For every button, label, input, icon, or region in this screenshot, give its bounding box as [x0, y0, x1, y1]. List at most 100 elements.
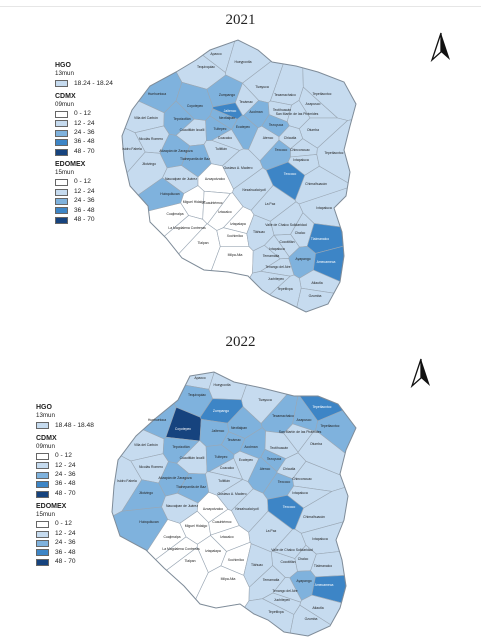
municipality-label: Atenco — [260, 467, 271, 471]
municipality-label: Chinconcuac — [292, 477, 312, 481]
municipality-label: Jaltenco — [212, 429, 225, 433]
municipality-label: Xochimilco — [227, 234, 244, 238]
municipality-label: Gustavo A. Madero — [217, 492, 246, 496]
legend-swatch — [55, 179, 68, 187]
legend-class: 48 - 70 — [55, 216, 113, 225]
municipality-label: Tezoyuca — [269, 123, 283, 127]
municipality-label: Atlautla — [312, 606, 323, 610]
municipality-label: Coyotepec — [175, 427, 192, 431]
municipality-label: Cuauhtémoc — [212, 520, 232, 524]
municipality-label: Apaxco — [210, 52, 221, 56]
year-title: 2021 — [225, 12, 256, 28]
municipality-label: Tenango del Aire — [265, 265, 290, 269]
map-outline — [121, 39, 357, 313]
legend-class-label: 24 - 36 — [55, 470, 76, 478]
municipality-label: Iztacalco — [220, 535, 233, 539]
municipality-label: Tecámac — [227, 438, 241, 442]
legend-class-label: 36 - 48 — [55, 480, 76, 488]
municipality-label: Huehuetoca — [148, 92, 166, 96]
legend-class-label: 12 - 24 — [74, 187, 95, 195]
municipality-label: Milpa Alta — [221, 577, 236, 581]
municipality-label: Cuautitlán Izcalli — [180, 456, 205, 460]
municipality-label: Jilotzingo — [139, 491, 153, 495]
municipality-label: Cuajimalpa — [164, 535, 181, 539]
legend-group-edomex: EDOMEX 15mun 0 - 12 12 - 24 24 - 36 36 -… — [55, 161, 113, 225]
municipality-label: Tlalnepantla de Baz — [180, 157, 210, 161]
municipality-label: Tecamachalco — [272, 414, 294, 418]
municipality-label: Chalco — [295, 231, 306, 235]
legend-class-label: 48 - 70 — [55, 489, 76, 497]
north-arrow-icon — [430, 32, 450, 62]
municipality-label: Gustavo A. Madero — [223, 166, 252, 170]
legend-class: 24 - 36 — [36, 539, 94, 548]
legend-group-title: CDMX — [36, 434, 57, 442]
legend-class: 0 - 12 — [55, 178, 113, 187]
map-outline — [111, 371, 357, 637]
legend-class-label: 36 - 48 — [74, 138, 95, 146]
municipality-label: Acolman — [244, 445, 257, 449]
municipality-label: La Paz — [266, 529, 277, 533]
municipality-label: Nezahualcóyotl — [235, 507, 258, 511]
legend-class-label: 48 - 70 — [55, 557, 76, 565]
municipality-label: Ozumba — [305, 617, 318, 621]
municipality-label: Iztapalapa — [230, 222, 246, 226]
municipality-label: Nextlalpan — [219, 116, 235, 120]
choropleth-map-2021: Apaxco Tequixquiac Hueypoxtla Tizayuca Tecam… — [121, 39, 357, 313]
legend-class: 36 - 48 — [55, 206, 113, 215]
municipality-label: Juchitepec — [274, 598, 291, 602]
legend-class-label: 48 - 70 — [74, 215, 95, 223]
legend-class: 48 - 70 — [36, 489, 94, 498]
municipality-label: La Magdalena Contreras — [162, 547, 200, 551]
legend-group-count: 09mun — [55, 100, 74, 108]
municipality-label: Chiautla — [284, 136, 297, 140]
municipality-label: Apaxco — [194, 376, 205, 380]
legend-class: 0 - 12 — [36, 452, 94, 461]
legend-class: 18.48 - 18.48 — [36, 421, 94, 430]
municipality-label: Tlalnepantla de Baz — [176, 485, 206, 489]
legend-class-label: 24 - 36 — [74, 128, 95, 136]
legend-class: 12 - 24 — [55, 119, 113, 128]
municipality-label: Chimalhuacán — [305, 182, 327, 186]
municipality-label: Teotihuacán — [270, 446, 288, 450]
municipality-label: Tultitlán — [218, 479, 230, 483]
municipality-label: Cuautitlán Izcalli — [180, 128, 205, 132]
municipality-label: Huixquilucan — [139, 520, 159, 524]
municipality-label: Ixtapaluca — [293, 158, 309, 162]
municipality-label: Nezahualcóyotl — [242, 188, 265, 192]
municipality-label: Ixtapaluca — [316, 206, 332, 210]
municipality-label: Tultitlán — [215, 147, 227, 151]
municipality-label: Coacalco — [220, 466, 234, 470]
map-legend: HGO 13mun 18.24 - 18.24 CDMX 09mun 0 - 1… — [55, 58, 113, 225]
municipality-label: Tequixquiac — [197, 65, 215, 69]
municipality-label: Otumba — [310, 442, 322, 446]
municipality-label: Tezoyuca — [267, 457, 281, 461]
municipality-label: Isidro Fabela — [122, 147, 142, 151]
municipality-label: Tláhuac — [251, 563, 263, 567]
municipality-label: Jaltenco — [224, 109, 237, 113]
municipality-label: Chinconcuac — [290, 148, 310, 152]
municipality-label: Milpa Alta — [228, 253, 243, 257]
legend-group-count: 13mun — [55, 70, 74, 77]
legend-swatch — [36, 422, 49, 430]
municipality-label: La Magdalena Contreras — [168, 226, 206, 230]
legend-swatch — [36, 521, 49, 529]
legend-swatch — [55, 148, 68, 156]
year-title: 2022 — [225, 334, 256, 350]
legend-class: 36 - 48 — [36, 548, 94, 557]
municipality-label: Tenango del Aire — [272, 589, 297, 593]
municipality-label: Texcoco — [278, 480, 291, 484]
municipality-label: Naucalpan de Juárez — [165, 177, 197, 181]
municipality-label: Coyotepec — [187, 104, 204, 108]
municipality-label: Iztacalco — [218, 210, 231, 214]
municipality-label: Villa del Carbón — [134, 116, 158, 120]
municipality-label: Cocotitlán — [280, 560, 295, 564]
legend-class: 36 - 48 — [55, 138, 113, 147]
legend-class: 48 - 70 — [36, 558, 94, 567]
legend-group-edomex: EDOMEX 15mun 0 - 12 12 - 24 24 - 36 36 -… — [36, 503, 94, 567]
municipality-label: Tlalpan — [184, 559, 195, 563]
municipality-label: Valle de Chalco Solidaridad — [265, 223, 307, 227]
legend-group-cdmx: CDMX 09mun 0 - 12 12 - 24 24 - 36 36 - 4… — [55, 93, 113, 157]
municipality-label: Tepetlaoxtoc — [312, 92, 331, 96]
municipality-label: Tepetlixpa — [277, 287, 292, 291]
municipality-label: Coacalco — [218, 136, 232, 140]
